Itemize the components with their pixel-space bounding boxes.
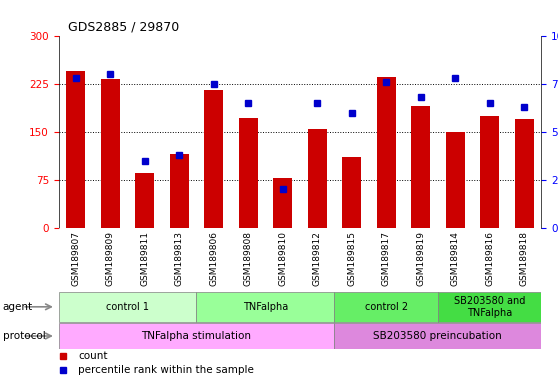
Bar	[170, 154, 189, 228]
Text: GSM189813: GSM189813	[175, 231, 184, 286]
Text: GSM189811: GSM189811	[140, 231, 150, 286]
Text: protocol: protocol	[3, 331, 46, 341]
Text: GSM189816: GSM189816	[485, 231, 494, 286]
Bar	[334, 292, 438, 322]
Bar	[59, 292, 196, 322]
Text: GSM189814: GSM189814	[450, 231, 460, 286]
Bar	[514, 119, 533, 228]
Text: GSM189810: GSM189810	[278, 231, 287, 286]
Bar	[377, 77, 396, 228]
Bar	[196, 292, 334, 322]
Bar	[239, 118, 258, 228]
Bar	[135, 173, 154, 228]
Bar	[411, 106, 430, 228]
Text: GSM189812: GSM189812	[312, 231, 321, 286]
Text: SB203580 and
TNFalpha: SB203580 and TNFalpha	[454, 296, 525, 318]
Text: SB203580 preincubation: SB203580 preincubation	[373, 331, 502, 341]
Bar	[438, 292, 541, 322]
Text: GSM189817: GSM189817	[382, 231, 391, 286]
Text: GSM189808: GSM189808	[244, 231, 253, 286]
Bar	[446, 132, 465, 228]
Bar	[334, 323, 541, 349]
Text: control 2: control 2	[364, 302, 408, 312]
Text: agent: agent	[3, 302, 33, 312]
Bar	[66, 71, 85, 228]
Text: percentile rank within the sample: percentile rank within the sample	[78, 364, 254, 375]
Bar	[101, 79, 120, 228]
Text: GSM189819: GSM189819	[416, 231, 425, 286]
Bar	[480, 116, 499, 228]
Bar	[204, 90, 223, 228]
Text: GSM189809: GSM189809	[106, 231, 115, 286]
Text: TNFalpha stimulation: TNFalpha stimulation	[142, 331, 252, 341]
Text: GSM189815: GSM189815	[347, 231, 356, 286]
Text: TNFalpha: TNFalpha	[243, 302, 288, 312]
Text: GSM189818: GSM189818	[519, 231, 528, 286]
Text: GDS2885 / 29870: GDS2885 / 29870	[68, 20, 180, 33]
Text: GSM189806: GSM189806	[209, 231, 218, 286]
Bar	[273, 178, 292, 228]
Text: control 1: control 1	[106, 302, 149, 312]
Bar	[342, 157, 361, 228]
Text: count: count	[78, 351, 107, 361]
Bar	[59, 323, 334, 349]
Text: GSM189807: GSM189807	[71, 231, 80, 286]
Bar	[307, 129, 326, 228]
